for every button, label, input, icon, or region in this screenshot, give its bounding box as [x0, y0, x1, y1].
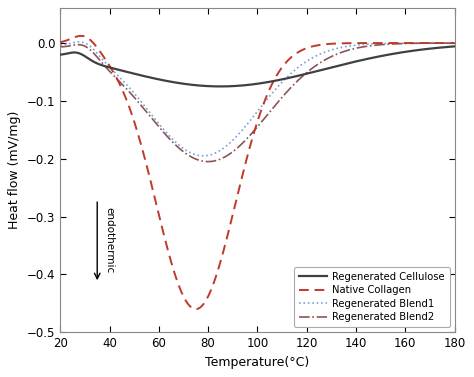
Regenerated Cellulose	[309, 70, 315, 75]
Native Collagen	[78, 34, 84, 38]
Native Collagen	[57, 40, 63, 44]
Regenerated Blend2	[397, 41, 403, 46]
Regenerated Blend2	[205, 159, 211, 164]
Regenerated Cellulose	[287, 75, 292, 80]
Regenerated Blend1	[82, 41, 88, 45]
Regenerated Blend1	[398, 41, 403, 46]
Regenerated Cellulose	[57, 52, 63, 57]
Text: endothermic: endothermic	[105, 207, 115, 273]
Line: Regenerated Cellulose: Regenerated Cellulose	[60, 46, 455, 86]
Native Collagen	[193, 307, 199, 311]
Native Collagen	[452, 41, 457, 45]
X-axis label: Temperature(°C): Temperature(°C)	[205, 356, 310, 369]
Regenerated Blend1	[201, 153, 206, 158]
Regenerated Cellulose	[452, 44, 457, 49]
Legend: Regenerated Cellulose, Native Collagen, Regenerated Blend1, Regenerated Blend2: Regenerated Cellulose, Native Collagen, …	[294, 267, 449, 327]
Regenerated Blend1	[357, 43, 363, 47]
Native Collagen	[310, 44, 315, 49]
Regenerated Blend1	[452, 41, 457, 45]
Regenerated Blend1	[57, 43, 63, 48]
Regenerated Blend2	[82, 44, 87, 48]
Regenerated Cellulose	[218, 84, 223, 89]
Regenerated Blend1	[298, 63, 303, 68]
Native Collagen	[82, 34, 88, 39]
Regenerated Blend2	[287, 87, 292, 91]
Line: Regenerated Blend2: Regenerated Blend2	[60, 43, 455, 162]
Line: Regenerated Blend1: Regenerated Blend1	[60, 42, 455, 156]
Regenerated Blend1	[76, 40, 82, 44]
Regenerated Cellulose	[82, 54, 87, 58]
Regenerated Cellulose	[297, 73, 303, 78]
Native Collagen	[298, 49, 303, 53]
Regenerated Cellulose	[357, 58, 363, 63]
Regenerated Blend1	[287, 72, 293, 77]
Regenerated Blend2	[57, 44, 63, 49]
Regenerated Cellulose	[397, 51, 403, 55]
Native Collagen	[357, 41, 363, 45]
Regenerated Blend2	[357, 45, 363, 50]
Regenerated Blend2	[452, 41, 457, 45]
Native Collagen	[287, 56, 293, 60]
Native Collagen	[398, 41, 403, 45]
Regenerated Blend2	[309, 66, 315, 71]
Regenerated Blend1	[310, 55, 315, 60]
Regenerated Blend2	[297, 76, 303, 81]
Y-axis label: Heat flow (mV/mg): Heat flow (mV/mg)	[9, 111, 21, 230]
Line: Native Collagen: Native Collagen	[60, 36, 455, 309]
